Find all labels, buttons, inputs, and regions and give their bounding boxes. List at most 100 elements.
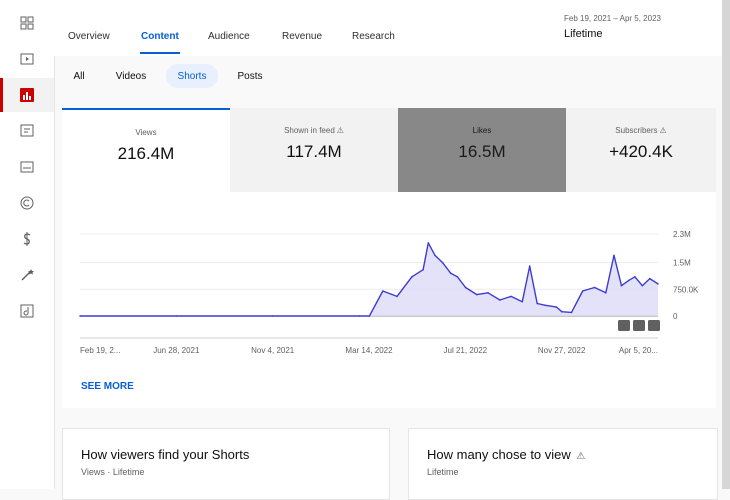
data-point [499,299,501,301]
tab-audience[interactable]: Audience [208,31,250,42]
data-point [648,277,651,280]
data-point [487,292,489,294]
data-point [528,265,531,267]
analytics-icon[interactable] [0,78,54,112]
data-point [449,272,452,275]
data-point [396,295,398,298]
data-point [613,254,615,257]
data-point [536,302,538,305]
scrollbar[interactable] [722,0,730,489]
metric-value: 16.5M [458,142,506,161]
metric-value: 117.4M [286,142,342,161]
metric-label: Views [135,128,157,137]
audio-library-icon[interactable] [0,294,54,328]
data-point [411,275,413,278]
metric-value: +420.4K [609,142,673,161]
data-point [175,315,178,317]
data-point [456,275,459,278]
subtitles-icon[interactable] [0,150,54,184]
5s-icon [618,320,630,331]
x-tick-label: Nov 4, 2021 [251,346,295,355]
x-tick-label: Mar 14, 2022 [345,346,393,355]
data-point [368,315,371,317]
copyright-icon[interactable] [0,186,54,220]
chip-shorts[interactable]: Shorts [166,64,218,88]
metric-label: Shown in feed [284,126,335,135]
data-point [475,293,478,296]
series-line [80,242,659,317]
date-range-label[interactable]: Lifetime [564,28,603,40]
data-point [560,310,563,313]
data-point [544,304,547,307]
y-tick-label: 750.0K [673,285,699,294]
metric-views[interactable]: Views 216.4M [62,108,230,194]
data-point [422,268,424,271]
active-tab-indicator [140,52,180,54]
dashboard-icon[interactable] [0,6,54,40]
y-tick-label: 0 [673,312,678,321]
x-tick-label: Jul 21, 2022 [444,346,488,355]
data-point [510,295,512,298]
card-title: How many chose to view [427,447,571,462]
x-tick-label: Apr 5, 20... [619,346,658,355]
tab-overview[interactable]: Overview [68,31,110,42]
warning-icon: ⚠ [576,451,586,462]
data-point [381,290,384,292]
chip-videos[interactable]: Videos [115,70,147,82]
card-subtitle: Views · Lifetime [81,467,145,477]
data-point [427,242,430,244]
chose-to-view-card: How many chose to view ⚠ Lifetime [408,428,718,500]
date-range[interactable]: Feb 19, 2021 – Apr 5, 2023 [564,14,661,23]
card-title: How viewers find your Shorts [81,447,250,462]
data-point [79,315,81,317]
series-area [80,242,658,316]
metric-label: Subscribers [615,126,658,135]
customize-icon[interactable] [0,258,54,292]
traffic-source-card: How viewers find your Shorts Views · Lif… [62,428,390,500]
data-point [464,286,467,289]
card-subtitle: Lifetime [427,467,459,477]
data-point [521,300,524,303]
metric-shown-in-feed[interactable]: Shown in feed ⚠ 117.4M [230,108,398,192]
analytics-header: Overview Content Audience Revenue Resear… [54,0,722,56]
x-tick-label: Jun 28, 2021 [153,346,200,355]
data-point [434,254,436,257]
comments-icon[interactable] [0,114,54,148]
tab-research[interactable]: Research [352,31,395,42]
metric-label: Likes [472,126,492,135]
content-icon[interactable] [0,42,54,76]
metric-subscribers[interactable]: Subscribers ⚠ +420.4K [566,108,716,192]
data-point [271,315,274,317]
data-point [555,306,558,308]
metric-likes[interactable]: Likes 16.5M [398,108,566,192]
y-tick-label: 2.3M [673,230,691,239]
data-point [628,279,630,282]
sidebar [0,0,55,489]
metrics-card: Views 216.4M Shown in feed ⚠ 117.4M Likes… [62,108,716,408]
data-point [441,261,444,264]
see-more-button[interactable]: SEE MORE [81,381,134,392]
tab-content[interactable]: Content [141,31,179,42]
5s-icon [633,320,645,331]
data-point [634,275,636,278]
data-point [604,292,607,294]
data-point [570,311,573,314]
data-point [641,284,644,287]
chip-posts[interactable]: Posts [237,70,263,82]
warning-icon: ⚠ [659,126,667,135]
data-point [657,283,659,285]
earn-icon[interactable] [0,222,54,256]
5s-icon [648,320,660,331]
y-tick-label: 1.5M [673,259,691,268]
data-point [620,284,623,287]
data-point [581,290,584,292]
x-tick-label: Feb 19, 2... [80,346,120,355]
data-point [593,286,596,289]
data-point [358,315,361,317]
tab-revenue[interactable]: Revenue [282,31,323,42]
main-panel: Overview Content Audience Revenue Resear… [54,0,722,500]
x-tick-label: Nov 27, 2022 [538,346,586,355]
views-chart[interactable]: 2.3M 1.5M 750.0K 0 Feb 19, 2... Jun 28, 2021 N… [62,198,716,368]
chip-all[interactable]: All [73,70,85,82]
warning-icon: ⚠ [336,126,344,135]
